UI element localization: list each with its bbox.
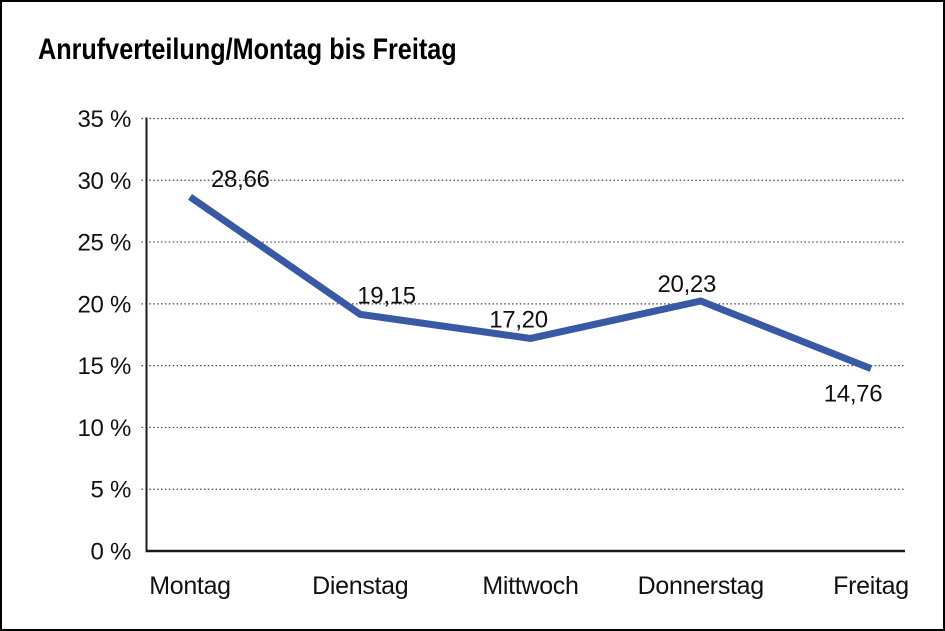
value-label: 19,15 (357, 282, 416, 309)
value-label: 20,23 (657, 271, 716, 298)
x-tick-label: Mittwoch (482, 572, 578, 600)
y-tick-label: 20 % (77, 291, 131, 318)
series-line (188, 193, 873, 372)
value-label: 14,76 (824, 381, 883, 408)
value-label: 28,66 (211, 166, 270, 193)
y-tick-label: 35 % (77, 106, 131, 133)
x-tick-label: Dienstag (312, 572, 408, 600)
x-tick-label: Donnerstag (638, 572, 764, 600)
y-tick-label: 15 % (77, 353, 131, 380)
chart-title-text: Anrufverteilung/Montag bis Freitag (38, 33, 457, 66)
value-label: 17,20 (489, 306, 548, 333)
y-tick-label: 10 % (77, 415, 131, 442)
y-tick-label: 25 % (77, 230, 131, 257)
x-tick-label: Freitag (833, 572, 909, 600)
chart-title: Anrufverteilung/Montag bis Freitag (38, 33, 536, 66)
x-tick-label: Montag (149, 572, 231, 600)
y-tick-label: 0 % (91, 539, 131, 566)
y-tick-label: 30 % (77, 168, 131, 195)
y-tick-label: 5 % (91, 477, 131, 504)
